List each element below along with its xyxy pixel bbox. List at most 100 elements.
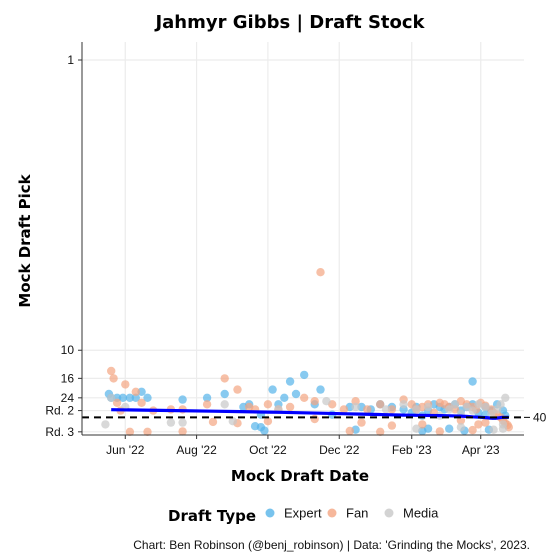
fan-point (435, 427, 444, 436)
media-point (468, 406, 477, 415)
y-tick-label: 1 (67, 53, 74, 67)
expert-point (143, 393, 152, 402)
expert-point (131, 393, 140, 402)
fan-point (387, 421, 397, 430)
x-axis-title: Mock Draft Date (231, 467, 369, 485)
media-point (228, 417, 237, 426)
media-point (351, 402, 360, 412)
x-tick-label: Jun '22 (106, 443, 145, 457)
fan-point (351, 397, 360, 406)
media-point (489, 425, 498, 434)
expert-point (178, 395, 187, 404)
fan-point (121, 380, 130, 389)
media-point (166, 418, 176, 427)
media-point (412, 424, 421, 433)
media-point (498, 424, 508, 433)
fan-point (263, 400, 273, 409)
legend-swatch-expert (265, 508, 275, 518)
legend-label-fan: Fan (346, 506, 368, 521)
media-point (445, 405, 454, 414)
fan-point (112, 398, 122, 407)
y-tick-label: Rd. 3 (45, 425, 74, 439)
expert-point (256, 423, 266, 432)
fan-point (125, 427, 135, 436)
fan-point (339, 405, 349, 414)
fan-point (468, 425, 477, 435)
expert-point (125, 393, 135, 402)
fan-point (456, 416, 466, 425)
fan-point (376, 400, 385, 409)
expert-point (316, 385, 325, 394)
legend-label-expert: Expert (284, 506, 322, 521)
fan-point (107, 366, 116, 376)
media-point (481, 402, 490, 412)
fan-point (387, 405, 397, 414)
y-tick-label: 24 (61, 391, 75, 405)
fan-point (263, 417, 273, 426)
media-point (423, 402, 433, 412)
media-point (450, 400, 460, 409)
fan-point (345, 426, 354, 436)
expert-point (280, 393, 289, 402)
fan-point (131, 387, 140, 396)
expert-point (268, 385, 277, 394)
x-tick-label: Oct '22 (249, 443, 287, 457)
fan-point (233, 385, 242, 394)
fan-point (418, 420, 427, 429)
media-point (496, 400, 505, 409)
y-axis-title: Mock Draft Pick (16, 173, 34, 307)
expert-point (300, 370, 309, 380)
fan-point (178, 427, 187, 436)
fan-point (109, 374, 118, 383)
fan-point (137, 398, 146, 407)
legend-label-media: Media (403, 506, 439, 521)
fan-point (316, 268, 325, 277)
expert-point (285, 377, 295, 386)
media-point (501, 393, 510, 402)
y-tick-label: 16 (61, 371, 75, 385)
legend-title: Draft Type (168, 507, 256, 525)
fan-point (357, 418, 366, 427)
fan-point (474, 420, 483, 429)
media-point (456, 423, 466, 432)
fan-point (202, 400, 212, 409)
expert-point (137, 387, 146, 396)
fan-point (363, 405, 372, 414)
fan-point (285, 402, 295, 412)
expert-point (220, 389, 229, 399)
fan-point (208, 417, 218, 427)
media-point (412, 405, 421, 414)
reference-line: 40 (82, 410, 547, 424)
expert-point (468, 377, 477, 386)
chart-title: Jahmyr Gibbs | Draft Stock (153, 12, 425, 33)
fan-point (481, 418, 490, 427)
media-point (322, 397, 331, 406)
media-point (487, 409, 496, 418)
y-tick-label: Rd. 2 (45, 404, 74, 418)
legend-swatch-fan (327, 508, 337, 518)
media-point (220, 400, 229, 409)
fan-point (310, 414, 319, 424)
expert-point (202, 393, 212, 402)
legend-swatch-media (384, 508, 394, 518)
media-point (381, 405, 391, 414)
chart-axes: Jun '22 Aug '22 Oct '22 Dec '22 Feb '23 Apr '… (45, 42, 524, 457)
media-point (101, 420, 110, 429)
expert-point (445, 424, 454, 433)
fan-point (220, 374, 229, 383)
fan-point (143, 427, 152, 436)
media-point (399, 400, 408, 409)
fan-point (376, 427, 385, 436)
media-point (107, 393, 116, 402)
x-tick-label: Dec '22 (319, 443, 360, 457)
reference-label: 40 (533, 410, 547, 424)
y-tick-label: 10 (61, 343, 75, 357)
fan-point (300, 393, 309, 402)
x-tick-label: Aug '22 (176, 443, 217, 457)
x-tick-label: Apr '23 (462, 443, 500, 457)
media-point (474, 400, 483, 409)
expert-point (118, 393, 128, 402)
legend: Draft Type Expert Fan Media (168, 506, 439, 526)
chart-caption: Chart: Ben Robinson (@benj_robinson) | D… (133, 538, 530, 552)
